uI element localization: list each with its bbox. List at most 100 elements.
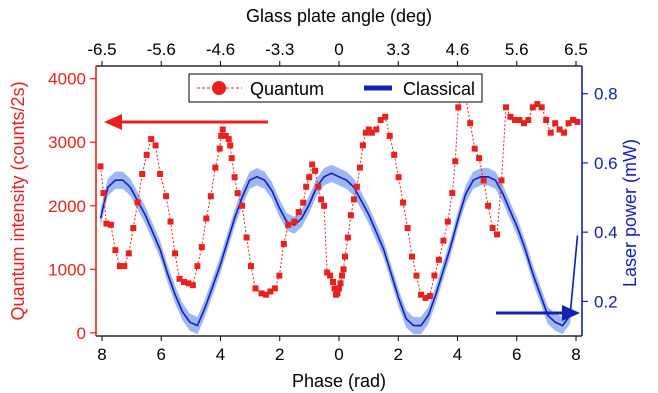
quantum-point — [285, 221, 292, 228]
quantum-point — [324, 269, 331, 276]
quantum-point — [181, 279, 187, 285]
bottom-axis-title: Phase (rad) — [292, 371, 386, 391]
quantum-point — [336, 285, 342, 292]
legend-classical-label: Classical — [403, 79, 475, 99]
quantum-point — [334, 290, 341, 297]
quantum-point — [353, 183, 360, 190]
quantum-point — [252, 285, 259, 292]
legend-quantum-label: Quantum — [250, 79, 324, 99]
quantum-line-layer — [100, 97, 578, 299]
quantum-point — [455, 104, 462, 111]
quantum-point — [218, 132, 225, 139]
right-tick-label: 0.2 — [594, 292, 618, 311]
quantum-point — [342, 253, 348, 260]
quantum-point — [391, 151, 398, 158]
quantum-point — [163, 193, 170, 200]
quantum-point — [121, 263, 128, 270]
left-tick-label: 3000 — [48, 133, 86, 152]
quantum-point — [498, 177, 505, 184]
quantum-series-line — [100, 97, 578, 299]
quantum-point — [309, 161, 316, 168]
quantum-point — [561, 129, 568, 136]
quantum-point — [189, 282, 196, 289]
quantum-point — [543, 117, 550, 123]
top-tick-label: 5.6 — [505, 40, 529, 59]
quantum-point — [467, 120, 474, 127]
quantum-point — [300, 199, 307, 206]
top-tick-label: -5.6 — [147, 40, 176, 59]
quantum-point — [344, 234, 351, 241]
left-ticks-layer: 0 1000 2000 3000 4000 — [48, 70, 96, 343]
quantum-point — [350, 196, 357, 203]
top-tick-label: 6.5 — [564, 40, 588, 59]
right-tick-label: 0.6 — [594, 154, 618, 173]
quantum-point — [511, 117, 518, 123]
right-arrow-head — [562, 305, 580, 321]
quantum-point — [212, 164, 219, 171]
quantum-point — [538, 104, 545, 111]
quantum-point — [426, 293, 433, 299]
quantum-point — [494, 231, 500, 238]
quantum-point — [222, 132, 229, 139]
classical-series-line — [99, 172, 579, 327]
top-ticks-layer: -6.5 -5.6 -4.6 -3.3 0 3.3 4.6 5.6 6.5 — [87, 40, 588, 66]
quantum-point — [444, 218, 451, 225]
bottom-tick-label: 4 — [216, 345, 225, 364]
quantum-point — [248, 263, 254, 270]
quantum-point — [525, 117, 532, 123]
quantum-point — [480, 177, 487, 184]
quantum-point — [198, 244, 205, 251]
quantum-point — [565, 120, 572, 127]
quantum-point — [331, 285, 338, 292]
quantum-point — [271, 285, 278, 292]
quantum-point — [243, 234, 250, 241]
quantum-point — [547, 129, 554, 136]
left-tick-label: 1000 — [48, 260, 86, 279]
quantum-point — [157, 171, 164, 177]
quantum-point — [409, 253, 415, 260]
quantum-point — [330, 279, 336, 285]
quantum-point — [507, 113, 514, 120]
quantum-point — [263, 291, 269, 298]
quantum-point — [225, 136, 232, 143]
quantum-point — [315, 183, 322, 190]
quantum-point — [452, 158, 459, 165]
quantum-point — [216, 145, 223, 152]
top-tick-label: 4.6 — [446, 40, 470, 59]
quantum-point — [556, 126, 563, 133]
quantum-point — [112, 247, 119, 254]
quantum-point — [356, 164, 363, 171]
quantum-point — [148, 136, 155, 143]
quantum-point — [143, 151, 150, 158]
left-tick-label: 4000 — [48, 70, 86, 89]
quantum-point — [194, 263, 201, 270]
bottom-tick-label: 4 — [453, 345, 462, 364]
bottom-tick-label: 2 — [394, 345, 403, 364]
quantum-point — [476, 155, 483, 162]
quantum-point — [167, 218, 174, 225]
quantum-point — [107, 221, 114, 228]
quantum-point — [382, 113, 389, 120]
quantum-point — [340, 266, 347, 273]
quantum-point — [503, 104, 509, 111]
bottom-ticks-layer: 8 6 4 2 0 2 4 6 8 — [97, 336, 581, 364]
quantum-point — [276, 272, 283, 279]
left-tick-label: 0 — [77, 324, 86, 343]
bottom-tick-label: 6 — [157, 345, 166, 364]
quantum-point — [303, 183, 310, 190]
quantum-point — [418, 291, 424, 298]
top-axis-title: Glass plate angle (deg) — [246, 6, 432, 26]
quantum-point — [373, 126, 380, 133]
quantum-point — [404, 225, 411, 231]
quantum-point — [125, 250, 132, 257]
quantum-point — [116, 263, 123, 270]
quantum-point — [258, 290, 265, 297]
quantum-point — [234, 190, 241, 197]
bottom-tick-label: 2 — [275, 345, 284, 364]
quantum-point — [103, 220, 110, 227]
quantum-point — [203, 215, 210, 222]
quantum-point — [139, 171, 146, 177]
quantum-point — [413, 272, 420, 279]
top-tick-label: -6.5 — [87, 40, 116, 59]
quantum-point — [395, 174, 402, 181]
